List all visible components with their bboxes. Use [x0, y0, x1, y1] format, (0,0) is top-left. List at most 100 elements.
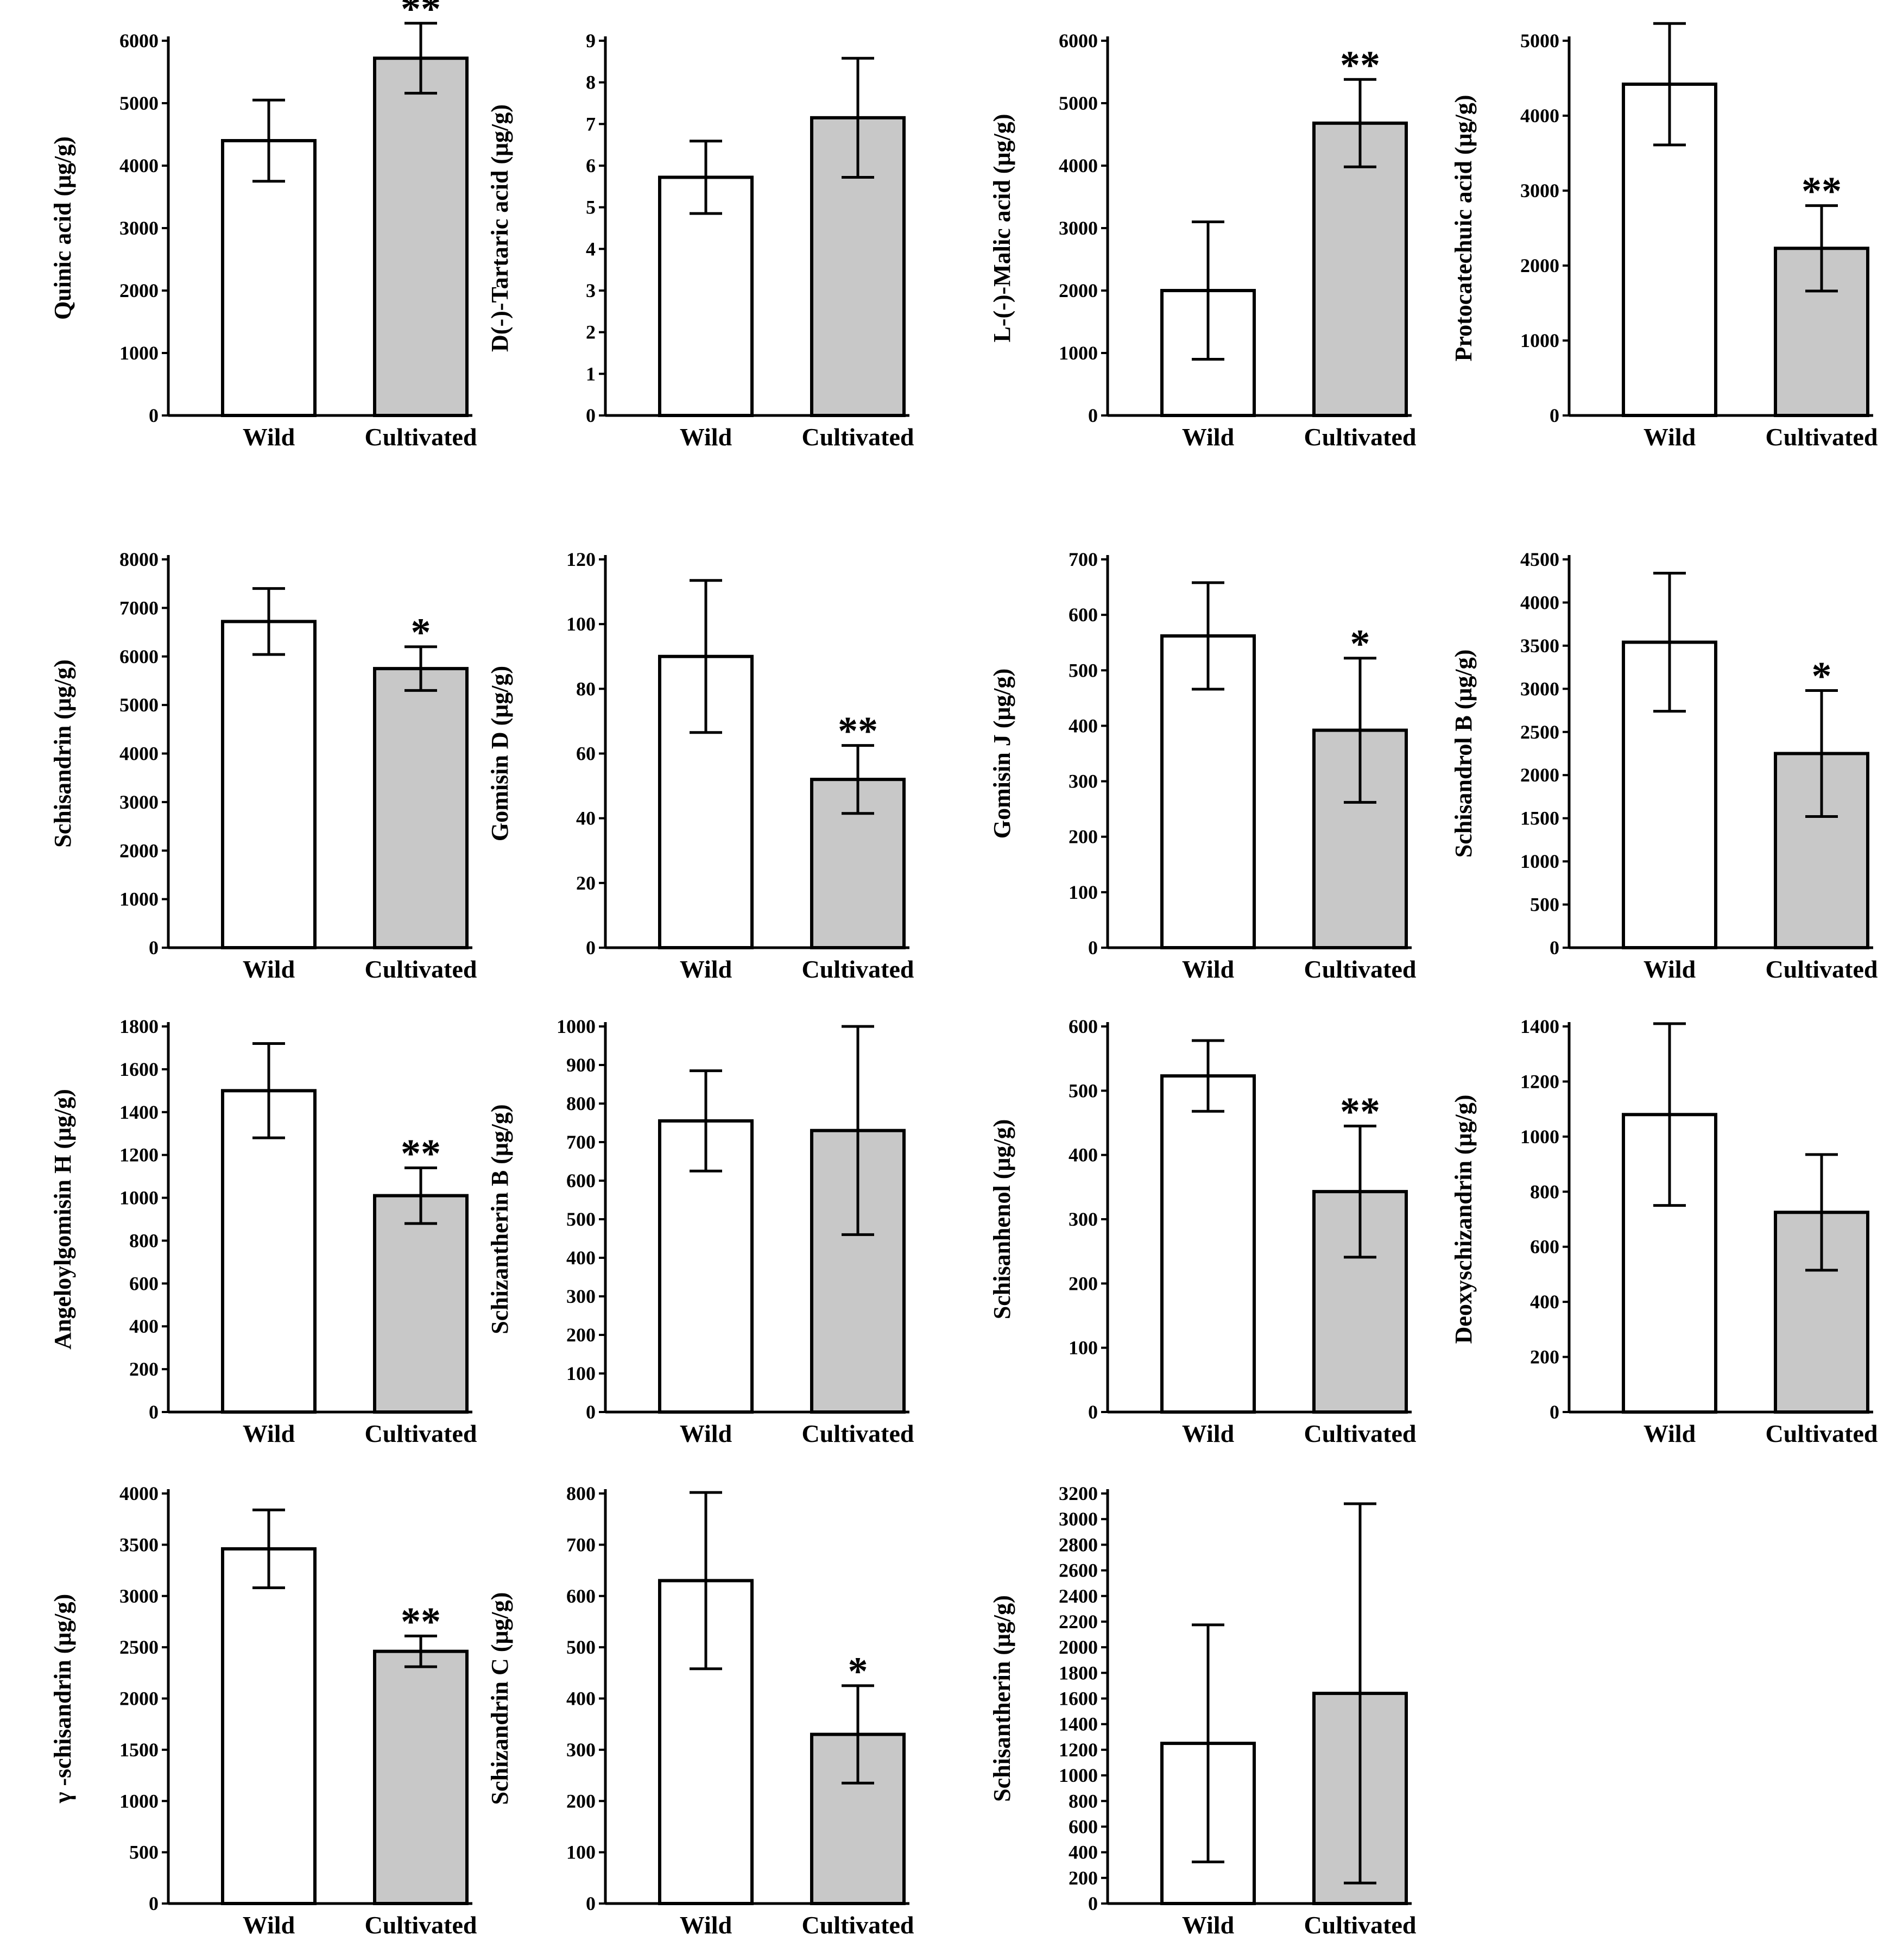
y-tick-label: 800	[566, 1483, 596, 1504]
y-tick-label: 6000	[119, 30, 159, 52]
y-tick-label: 8000	[119, 549, 159, 570]
y-tick-label: 1	[586, 363, 596, 385]
bar-wild	[221, 1547, 317, 1906]
bar-cultivated	[1312, 121, 1408, 418]
y-axis-label: Schizandrin C (μg/g)	[486, 1592, 513, 1805]
y-tick-label: 0	[586, 937, 596, 959]
y-tick-label: 9	[586, 30, 596, 52]
y-tick-label: 0	[1550, 405, 1559, 426]
x-category-label: Wild	[243, 955, 295, 983]
x-category-label: Cultivated	[365, 955, 477, 983]
y-tick-label: 3000	[1520, 180, 1559, 201]
bar-wild	[221, 620, 317, 949]
y-tick-label: 400	[1069, 1842, 1098, 1863]
bar-wild	[1160, 1074, 1256, 1414]
y-tick-label: 3200	[1059, 1483, 1098, 1504]
y-tick-label: 3000	[119, 791, 159, 813]
y-tick-label: 1000	[1059, 1764, 1098, 1786]
y-tick-label: 1000	[119, 888, 159, 910]
bar-cultivated	[373, 1194, 469, 1414]
y-tick-label: 100	[566, 1363, 596, 1384]
y-tick-label: 100	[566, 613, 596, 635]
x-category-label: Cultivated	[802, 423, 914, 451]
bar-wild	[658, 175, 754, 417]
y-axis-label: Schizantherin B (μg/g)	[486, 1104, 513, 1334]
y-tick-label: 2600	[1059, 1560, 1098, 1581]
y-tick-label: 2500	[1520, 721, 1559, 743]
x-category-label: Wild	[243, 423, 295, 451]
y-tick-label: 1200	[1520, 1070, 1559, 1092]
chart-panel: 0 1000 2000 3000 4000 5000 6000 Quinic acid (μg…	[49, 0, 477, 451]
x-category-label: Wild	[680, 423, 732, 451]
y-tick-label: 600	[1530, 1236, 1559, 1258]
x-category-label: Wild	[243, 1911, 295, 1939]
y-tick-label: 800	[129, 1230, 159, 1251]
y-tick-label: 200	[129, 1358, 159, 1380]
y-tick-label: 1000	[1059, 342, 1098, 364]
significance-marker: **	[1340, 1089, 1380, 1134]
y-tick-label: 1500	[1520, 808, 1559, 829]
y-tick-label: 6000	[119, 646, 159, 667]
y-axis-label: γ -schisandrin (μg/g)	[49, 1594, 76, 1804]
y-tick-label: 300	[566, 1285, 596, 1307]
y-tick-label: 3000	[1059, 1508, 1098, 1530]
y-tick-label: 6	[586, 155, 596, 177]
chart-panel: 0 1000 2000 3000 4000 5000 6000 L-(-)-Malic aci…	[989, 30, 1417, 451]
y-tick-label: 4000	[119, 1483, 159, 1504]
x-category-label: Cultivated	[365, 1420, 477, 1447]
y-tick-label: 800	[1530, 1181, 1559, 1202]
y-tick-label: 0	[1088, 937, 1098, 959]
bar-cultivated	[373, 1649, 469, 1906]
x-category-label: Cultivated	[802, 1420, 914, 1447]
chart-panel: 0 20 40 60 80 100 120 Gomisin D (μg/g) Wild ** Cul…	[486, 549, 914, 983]
y-tick-label: 400	[566, 1688, 596, 1710]
y-tick-label: 2200	[1059, 1611, 1098, 1633]
y-tick-label: 2400	[1059, 1585, 1098, 1607]
y-tick-label: 4000	[119, 155, 159, 177]
y-tick-label: 2000	[1520, 255, 1559, 276]
x-category-label: Wild	[1644, 1420, 1696, 1447]
y-axis-label: Angeloylgomisin H (μg/g)	[49, 1089, 76, 1350]
y-tick-label: 800	[1069, 1790, 1098, 1812]
y-tick-label: 400	[129, 1315, 159, 1337]
y-tick-label: 500	[566, 1208, 596, 1230]
y-tick-label: 4000	[119, 743, 159, 765]
y-tick-label: 5000	[1059, 92, 1098, 114]
bar-cultivated	[373, 667, 469, 949]
y-tick-label: 1200	[119, 1144, 159, 1166]
y-tick-label: 500	[566, 1636, 596, 1658]
y-tick-label: 2000	[1520, 764, 1559, 786]
chart-panel: 0 100 200 300 400 500 600 Schisanhenol (μg/g) Wi…	[989, 1016, 1417, 1447]
y-tick-label: 1000	[557, 1016, 596, 1037]
y-tick-label: 300	[1069, 771, 1098, 792]
y-tick-label: 4	[586, 238, 596, 260]
y-tick-label: 200	[1530, 1346, 1559, 1368]
chart-panel: 0 200 400 600 800 1000 1200 1400 Deoxyschizandri…	[1450, 1016, 1878, 1447]
y-tick-label: 0	[149, 1893, 159, 1914]
chart-panel: 0 1000 2000 3000 4000 5000 6000 7000 8000 Schisan…	[49, 549, 477, 983]
y-tick-label: 7000	[119, 597, 159, 619]
x-category-label: Wild	[680, 1420, 732, 1447]
x-category-label: Wild	[680, 955, 732, 983]
y-tick-label: 2000	[119, 840, 159, 861]
significance-marker: **	[838, 709, 878, 754]
y-tick-label: 300	[566, 1739, 596, 1761]
y-tick-label: 1800	[119, 1016, 159, 1037]
y-axis-label: L-(-)-Malic acid (μg/g)	[989, 114, 1015, 343]
y-tick-label: 500	[129, 1842, 159, 1863]
significance-marker: **	[401, 0, 441, 31]
y-tick-label: 300	[1069, 1208, 1098, 1230]
y-tick-label: 2500	[119, 1636, 159, 1658]
y-axis-label: Gomisin J (μg/g)	[989, 669, 1015, 839]
y-axis-label: Quinic acid (μg/g)	[49, 136, 76, 320]
significance-marker: **	[1801, 169, 1842, 214]
chart-panel: 0 100 200 300 400 500 600 700 800 Schizandrin C (…	[486, 1483, 914, 1939]
x-category-label: Wild	[680, 1911, 732, 1939]
x-category-label: Cultivated	[365, 1911, 477, 1939]
y-axis-label: Deoxyschizandrin (μg/g)	[1450, 1095, 1477, 1344]
x-category-label: Cultivated	[802, 955, 914, 983]
y-tick-label: 700	[1069, 549, 1098, 570]
y-tick-label: 1400	[119, 1101, 159, 1123]
y-tick-label: 3500	[119, 1534, 159, 1555]
